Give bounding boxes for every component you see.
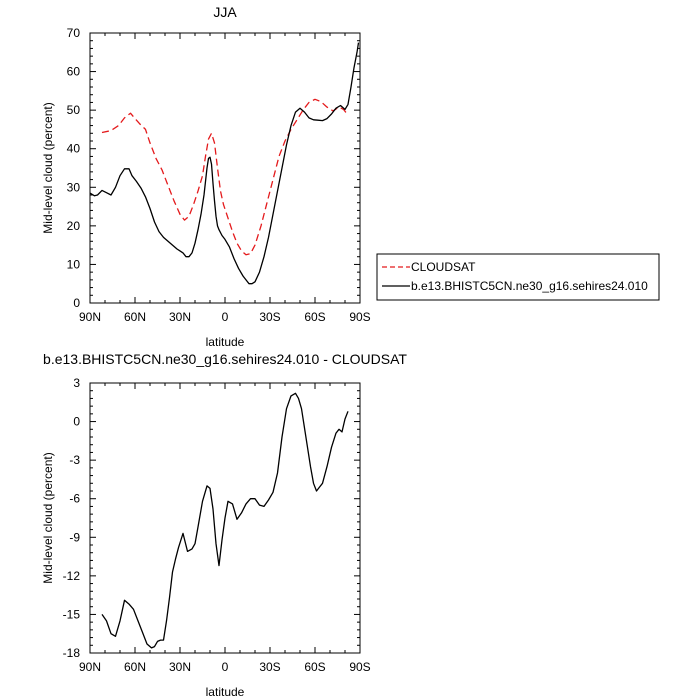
- y-tick-label: 0: [73, 415, 80, 429]
- chart-title: b.e13.BHISTC5CN.ne30_g16.sehires24.010 -…: [43, 351, 407, 367]
- x-tick-label: 60S: [304, 310, 325, 324]
- y-tick-label: 40: [67, 142, 81, 156]
- y-axis-label: Mid-level cloud (percent): [41, 452, 55, 583]
- chart-title: JJA: [213, 4, 237, 20]
- x-tick-label: 0: [222, 660, 229, 674]
- y-tick-label: -6: [69, 492, 80, 506]
- series-line-1: [101, 98, 348, 256]
- y-tick-label: 70: [67, 26, 81, 40]
- y-tick-label: -15: [63, 607, 81, 621]
- x-tick-label: 60N: [124, 660, 146, 674]
- x-tick-label: 90N: [79, 310, 101, 324]
- y-tick-label: 60: [67, 65, 81, 79]
- x-tick-label: 90S: [349, 310, 370, 324]
- series-line-2: [89, 42, 360, 285]
- x-tick-label: 30N: [169, 660, 191, 674]
- legend-label-2: b.e13.BHISTC5CN.ne30_g16.sehires24.010: [411, 279, 648, 293]
- top-chart: JJA 90N 60N 30N 0 30S 60S 90S 0 10 20 30 40 50 60 70 lat…: [41, 4, 660, 349]
- y-tick-label: 30: [67, 180, 81, 194]
- bottom-chart: b.e13.BHISTC5CN.ne30_g16.sehires24.010 -…: [41, 351, 407, 699]
- x-axis-label: latitude: [206, 685, 245, 699]
- y-axis-label: Mid-level cloud (percent): [41, 102, 55, 233]
- y-tick-label: -12: [63, 569, 81, 583]
- x-tick-label: 90N: [79, 660, 101, 674]
- series-line-1: [101, 392, 349, 649]
- y-tick-label: -9: [69, 530, 80, 544]
- x-tick-label: 60N: [124, 310, 146, 324]
- x-tick-label: 0: [222, 310, 229, 324]
- legend: CLOUDSAT b.e13.BHISTC5CN.ne30_g16.sehires…: [376, 253, 660, 301]
- x-axis-label: latitude: [206, 335, 245, 349]
- y-tick-label: 10: [67, 257, 81, 271]
- legend-box: [376, 253, 660, 301]
- y-tick-label: 3: [73, 376, 80, 390]
- y-tick-label: 0: [73, 296, 80, 310]
- y-tick-label: 50: [67, 103, 81, 117]
- x-tick-label: 90S: [349, 660, 370, 674]
- y-tick-label: 20: [67, 219, 81, 233]
- y-tick-label: -3: [69, 453, 80, 467]
- x-tick-label: 30N: [169, 310, 191, 324]
- legend-label-1: CLOUDSAT: [411, 260, 476, 274]
- x-tick-label: 30S: [259, 310, 280, 324]
- y-tick-label: -18: [63, 646, 81, 660]
- plot-frame: [89, 32, 361, 304]
- x-tick-label: 60S: [304, 660, 325, 674]
- x-tick-label: 30S: [259, 660, 280, 674]
